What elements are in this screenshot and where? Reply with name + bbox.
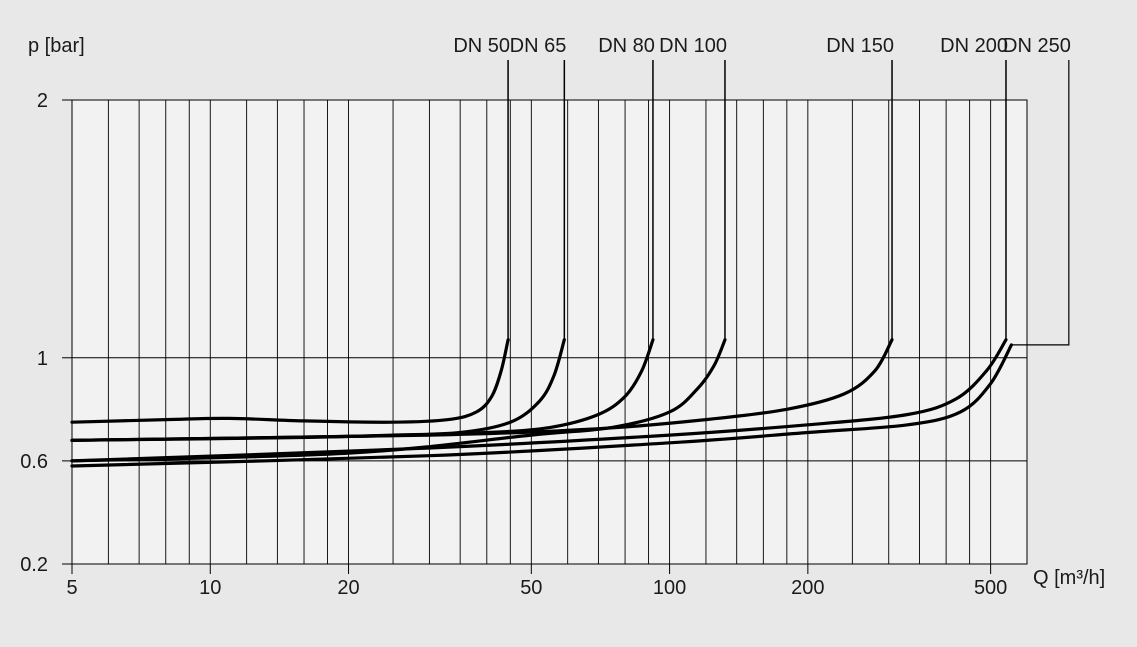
x-tick-label: 100 <box>653 577 686 599</box>
y-tick-label: 0.6 <box>20 451 48 473</box>
curve-label-dn80: DN 80 <box>598 35 655 57</box>
plot-area <box>71 99 1028 565</box>
leader-dn250 <box>1011 60 1070 346</box>
x-tick-label: 50 <box>520 577 542 599</box>
y-tick-label: 1 <box>37 348 48 370</box>
tick-labels: 5 10 20 50 100 200 500 0.2 0.6 1 2 <box>20 90 1007 599</box>
x-tick-label: 20 <box>337 577 359 599</box>
x-tick-label: 500 <box>974 577 1007 599</box>
curve-label-dn65: DN 65 <box>510 35 567 57</box>
curve-label-dn100: DN 100 <box>659 35 727 57</box>
y-tick-label: 2 <box>37 90 48 112</box>
y-tick-label: 0.2 <box>20 554 48 576</box>
x-tick-label: 200 <box>791 577 824 599</box>
curve-label-dn200: DN 200 <box>940 35 1008 57</box>
x-axis-label: Q [m³/h] <box>1033 567 1105 589</box>
curve-dn250 <box>70 343 1013 468</box>
grid <box>72 100 1027 564</box>
curve-dn50 <box>70 338 510 424</box>
curves <box>70 338 1013 468</box>
curve-label-dn250: DN 250 <box>1003 35 1071 57</box>
curve-dn200 <box>70 338 1008 463</box>
x-tick-label: 10 <box>199 577 221 599</box>
x-tick-label: 5 <box>66 577 77 599</box>
curve-label-dn50: DN 50 <box>453 35 510 57</box>
curve-dn150 <box>70 338 894 442</box>
y-axis-label: p [bar] <box>28 35 85 57</box>
curve-label-dn150: DN 150 <box>826 35 894 57</box>
